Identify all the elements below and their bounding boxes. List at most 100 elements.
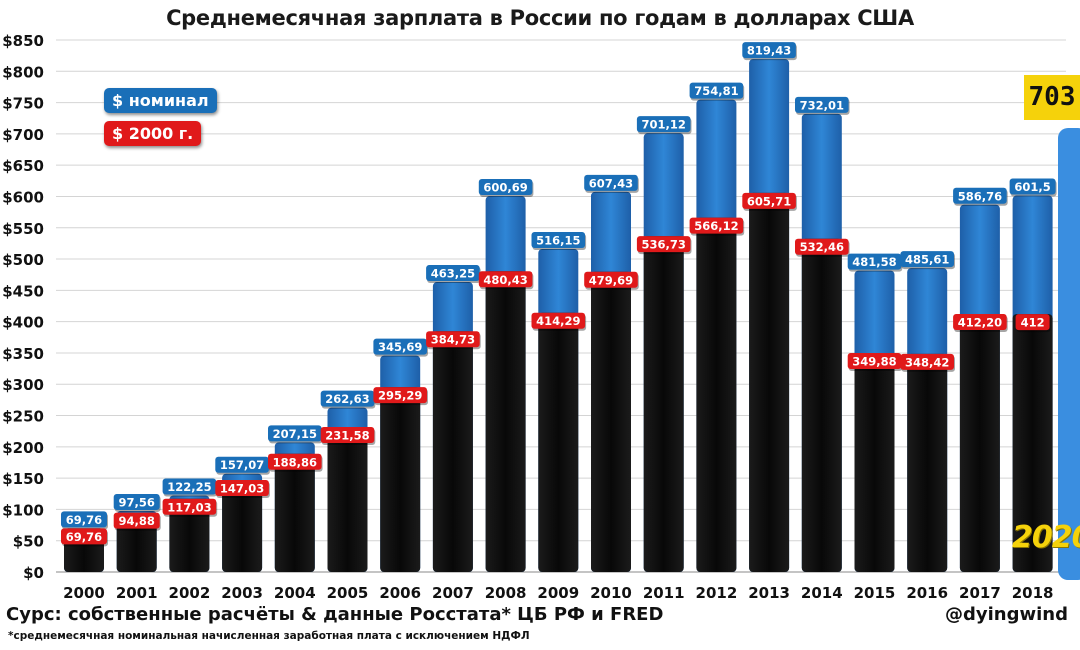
data-label-real-box: [953, 314, 1007, 331]
y-tick-label: $700: [2, 126, 44, 144]
x-tick-label: 2012: [696, 584, 738, 602]
data-label-real: 414,29: [536, 314, 580, 328]
x-tick-label: 2014: [801, 584, 843, 602]
data-label-nominal-box: [531, 231, 586, 248]
data-label-real-box: [113, 512, 160, 529]
data-label-nominal-box: [742, 42, 796, 59]
x-tick-label: 2007: [432, 584, 474, 602]
x-tick-label: 2002: [169, 584, 211, 602]
data-label-real-box: [268, 453, 322, 470]
data-label-real: 349,88: [852, 355, 896, 369]
data-label-real: 94,88: [119, 514, 155, 528]
data-label-real: 479,69: [589, 273, 633, 287]
data-label-nominal-box: [636, 116, 691, 133]
x-tick-label: 2000: [63, 584, 105, 602]
data-label-nominal: 586,76: [958, 189, 1002, 203]
data-label-real: 188,86: [273, 455, 317, 469]
data-label-nominal-box: [900, 251, 954, 268]
bar-real: [907, 353, 948, 572]
bar-real: [643, 236, 684, 572]
data-label-real-box: [215, 479, 269, 496]
data-label-real-box: [162, 498, 217, 515]
data-label-nominal: 601,5: [1014, 180, 1050, 194]
bar-real: [959, 314, 1000, 572]
footnote: *среднемесячная номинальная начисленная …: [8, 630, 530, 642]
data-label-nominal-box: [61, 511, 107, 528]
data-label-nominal-box: [373, 338, 427, 355]
data-label-real: 348,42: [905, 355, 949, 369]
x-tick-label: 2005: [327, 584, 369, 602]
data-label-real-box: [1015, 314, 1050, 331]
data-label-nominal: 600,69: [483, 181, 527, 195]
bar-real: [274, 453, 315, 572]
data-label-real-box: [584, 271, 638, 288]
y-tick-label: $500: [2, 251, 44, 269]
data-label-real-box: [900, 353, 954, 370]
bar-real: [380, 387, 421, 572]
y-tick-label: $200: [2, 439, 44, 457]
y-tick-label: $600: [2, 188, 44, 206]
x-tick-label: 2001: [116, 584, 158, 602]
data-label-real: 147,03: [220, 481, 264, 495]
x-tick-label: 2011: [643, 584, 685, 602]
data-label-nominal: 732,01: [800, 98, 844, 112]
x-tick-label: 2009: [537, 584, 579, 602]
data-label-nominal-box: [268, 425, 322, 442]
data-label-nominal: 69,76: [66, 513, 102, 527]
y-tick-label: $800: [2, 63, 44, 81]
x-tick-label: 2006: [379, 584, 421, 602]
data-label-real-box: [531, 312, 586, 329]
data-label-nominal-box: [584, 174, 638, 191]
bar-real: [327, 427, 368, 572]
y-tick-label: $150: [2, 470, 44, 488]
data-label-real: 117,03: [167, 500, 211, 514]
data-label-real-box: [426, 331, 480, 348]
data-label-nominal: 754,81: [694, 84, 738, 98]
data-label-nominal: 485,61: [905, 253, 949, 267]
data-label-nominal-box: [320, 390, 375, 407]
data-label-nominal: 207,15: [273, 427, 317, 441]
x-tick-label: 2013: [748, 584, 790, 602]
y-tick-label: $250: [2, 408, 44, 426]
bar-real: [169, 498, 210, 572]
legend-real: $ 2000 г.: [104, 121, 202, 146]
x-tick-label: 2008: [485, 584, 527, 602]
data-label-real-box: [373, 387, 427, 404]
data-label-real: 295,29: [378, 389, 422, 403]
year-overlay-label: 2020: [1012, 520, 1080, 555]
data-label-real: 480,43: [483, 273, 527, 287]
data-label-nominal-box: [953, 187, 1007, 204]
data-label-real: 566,12: [694, 219, 738, 233]
y-axis-ticks: $0 $50 $100 $150 $200 $250 $300 $350 $400 $450 $50…: [2, 32, 44, 582]
x-tick-label: 2018: [1012, 584, 1054, 602]
y-tick-label: $300: [2, 376, 44, 394]
data-label-nominal-box: [1009, 178, 1056, 195]
bar-real: [485, 271, 526, 572]
y-tick-label: $450: [2, 282, 44, 300]
author-handle: @dyingwind: [945, 604, 1068, 625]
bar-real: [801, 238, 842, 572]
x-axis-ticks: 2000 2001 2002 2003 2004 2005 2006 2007 2008 2009…: [63, 584, 1053, 602]
legend-nominal: $ номинал: [104, 88, 217, 113]
y-tick-label: $850: [2, 32, 44, 50]
data-label-real: 231,58: [325, 429, 369, 443]
bar-real: [1012, 314, 1053, 572]
data-label-nominal: 345,69: [378, 340, 422, 354]
data-label-real: 605,71: [747, 194, 791, 208]
data-label-real: 532,46: [800, 240, 844, 254]
data-label-real-box: [689, 217, 744, 234]
data-label-nominal: 481,58: [852, 255, 896, 269]
x-tick-label: 2015: [854, 584, 896, 602]
bar-real: [538, 312, 579, 572]
blue-side-panel: [1058, 128, 1080, 580]
x-tick-label: 2016: [906, 584, 948, 602]
data-label-real-box: [742, 192, 796, 209]
data-label-real-box: [478, 271, 533, 288]
bar-real: [854, 353, 895, 572]
data-label-real-box: [636, 236, 691, 253]
data-label-real: 412: [1021, 316, 1045, 330]
data-label-real: 536,73: [642, 238, 686, 252]
data-label-real-box: [847, 353, 902, 370]
x-tick-label: 2010: [590, 584, 632, 602]
